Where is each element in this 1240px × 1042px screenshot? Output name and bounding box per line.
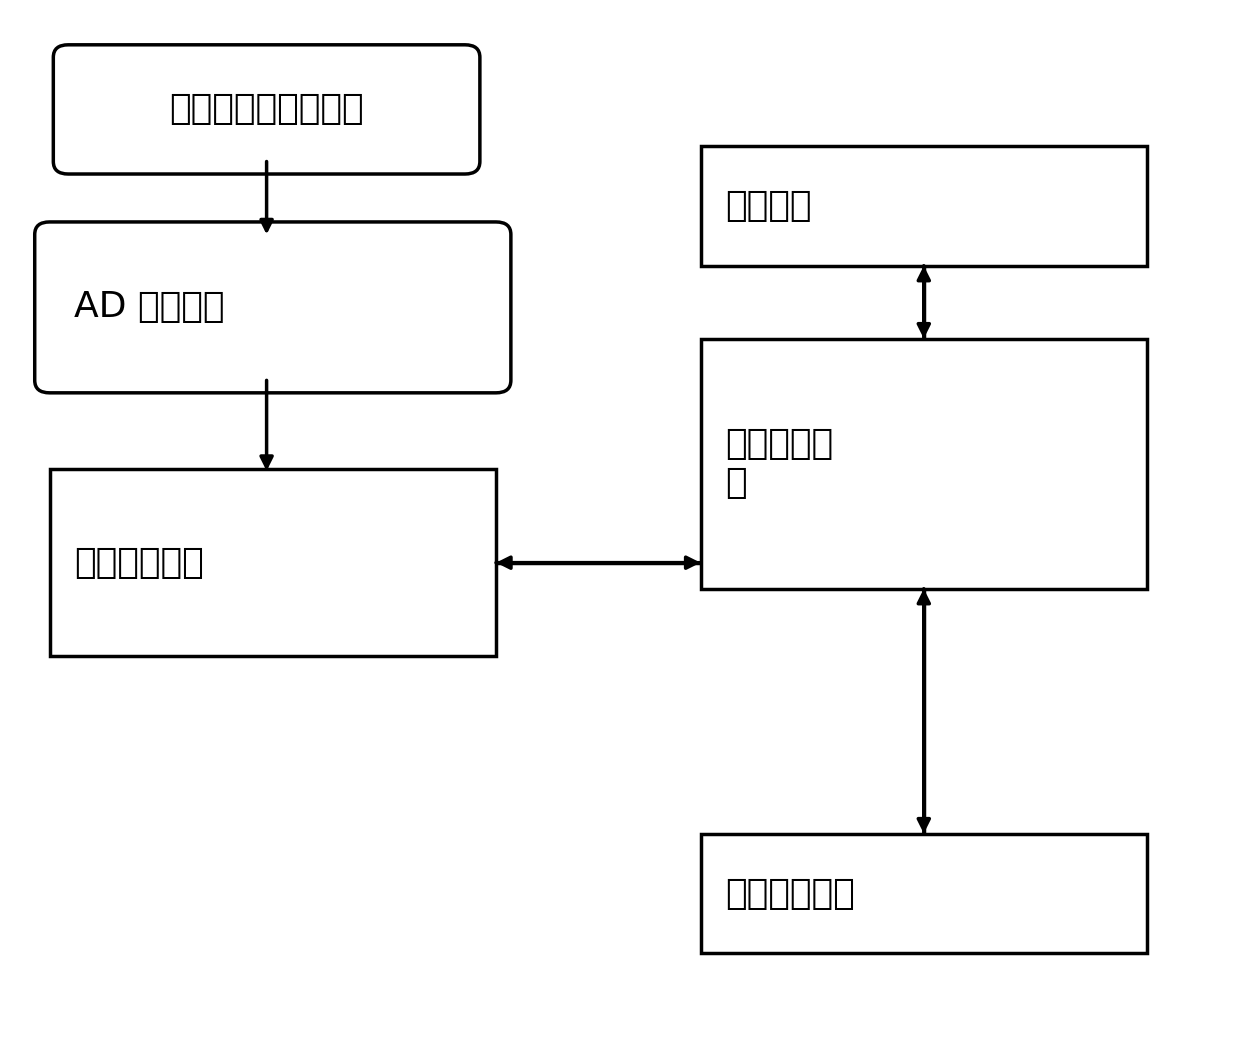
FancyBboxPatch shape bbox=[50, 469, 496, 656]
FancyBboxPatch shape bbox=[701, 834, 1147, 953]
FancyBboxPatch shape bbox=[701, 146, 1147, 266]
FancyBboxPatch shape bbox=[701, 339, 1147, 589]
Text: 运算控制单
元: 运算控制单 元 bbox=[725, 427, 833, 500]
Text: AD 转换单元: AD 转换单元 bbox=[74, 291, 224, 324]
Text: 温度湿度传感器单元: 温度湿度传感器单元 bbox=[170, 93, 363, 126]
FancyBboxPatch shape bbox=[35, 222, 511, 393]
FancyBboxPatch shape bbox=[53, 45, 480, 174]
Text: 湿度处理单元: 湿度处理单元 bbox=[74, 546, 205, 579]
Text: 显示单元: 显示单元 bbox=[725, 189, 812, 223]
Text: 驱动电路单元: 驱动电路单元 bbox=[725, 876, 856, 911]
